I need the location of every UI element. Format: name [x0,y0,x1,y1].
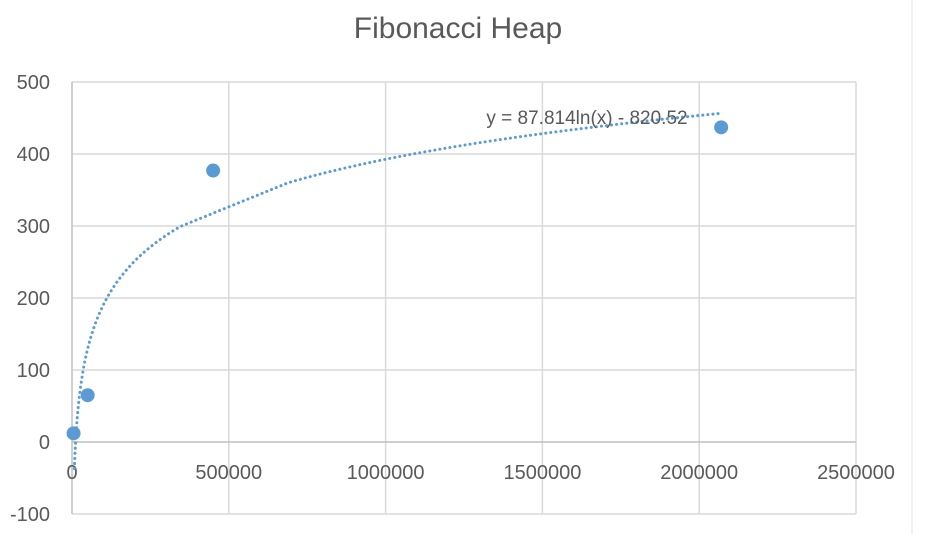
data-points [66,120,729,441]
y-tick-labels: -100 0 100 200 300 400 500 [10,72,50,526]
y-tick-label: 400 [17,144,50,166]
x-tick-labels: 0 500000 1000000 1500000 2000000 2500000 [66,462,895,484]
trendline-curve [72,111,723,471]
data-point [206,163,221,178]
gridlines [72,81,857,515]
y-tick-label: 200 [17,288,50,310]
x-tick-label: 500000 [195,462,262,484]
data-point [66,426,81,441]
y-tick-label: 300 [17,216,50,238]
x-tick-label: 2000000 [660,462,738,484]
x-tick-label: 1000000 [347,462,425,484]
y-tick-label: 100 [17,360,50,382]
y-tick-label: 500 [17,72,50,94]
x-tick-label: 0 [66,462,77,484]
data-point [80,388,95,403]
trendline-equation: y = 87.814ln(x) - 820.52 [486,108,687,129]
x-tick-label: 2500000 [817,462,895,484]
trendline [72,111,723,471]
y-tick-label: 0 [39,432,50,454]
x-tick-label: 1500000 [503,462,581,484]
chart-title: Fibonacci Heap [354,12,562,45]
axes [71,82,856,514]
y-tick-label: -100 [10,504,50,526]
data-point [714,120,729,135]
